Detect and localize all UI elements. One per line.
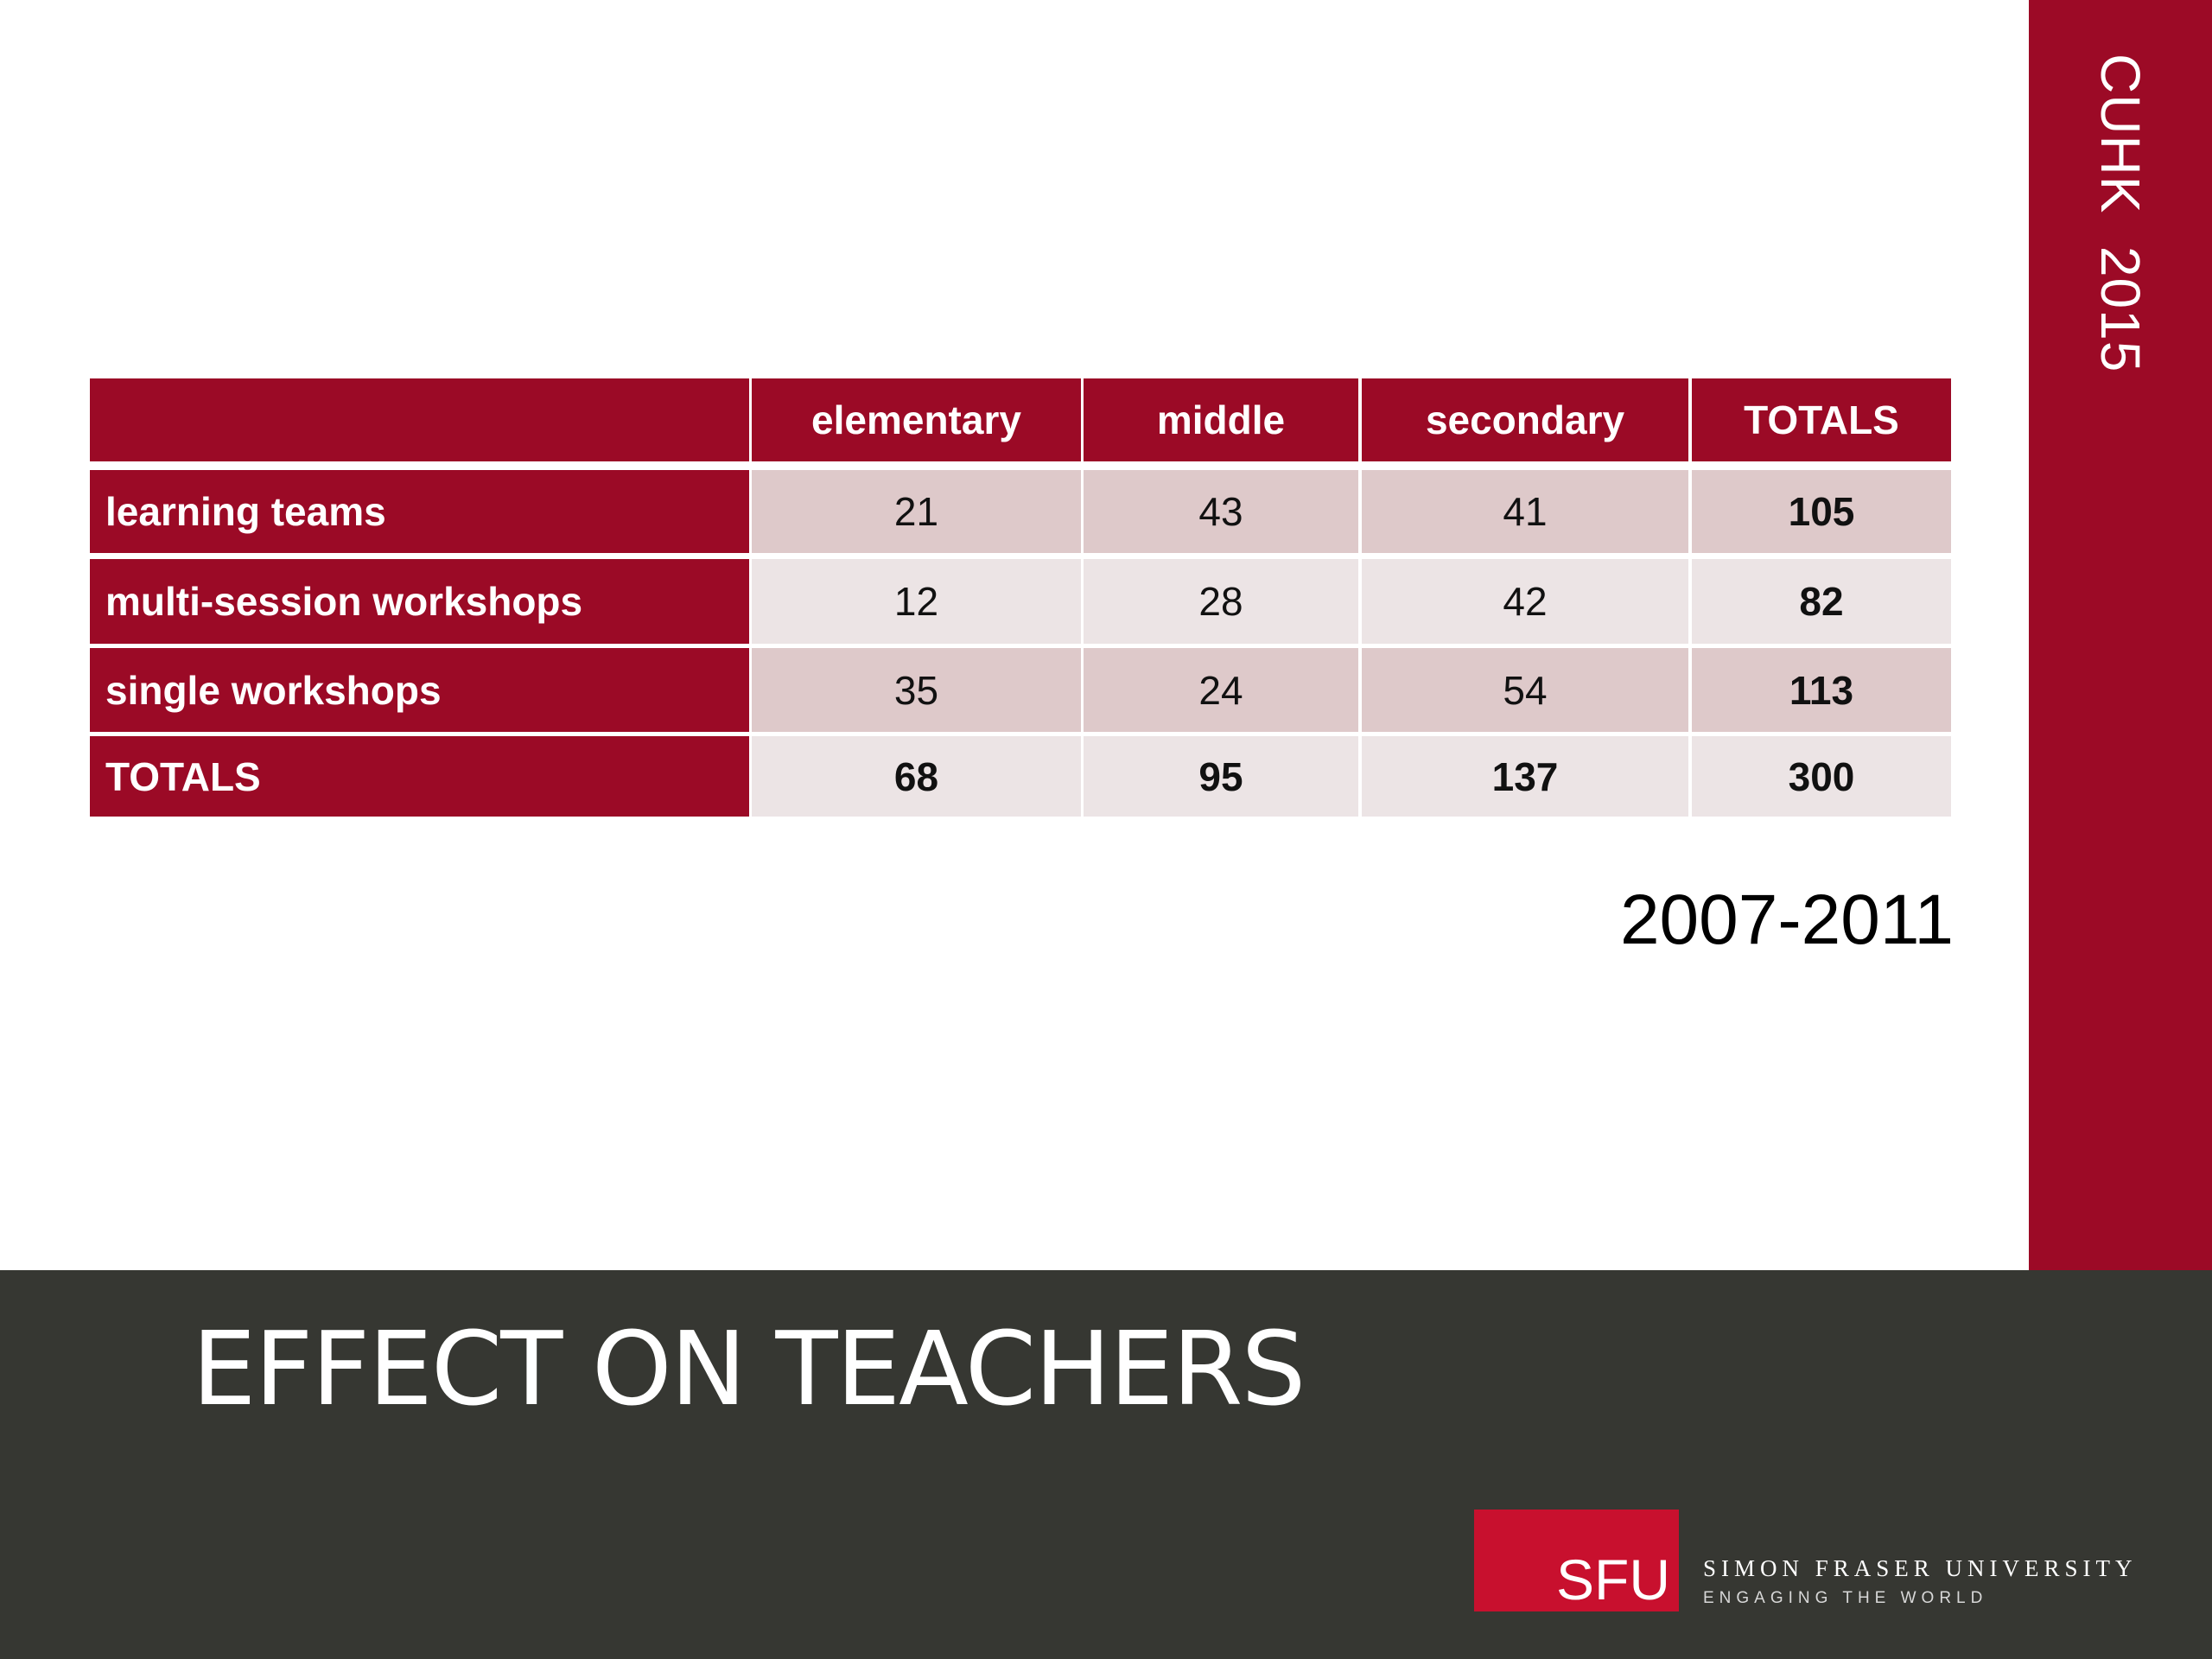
data-cell: 35 <box>752 648 1081 732</box>
side-label-box: CUHK 2015 <box>2029 0 2212 1270</box>
row-label: single workshops <box>90 648 749 732</box>
footer-band <box>0 1270 2212 1659</box>
row-label: learning teams <box>90 470 749 553</box>
data-cell: 95 <box>1084 736 1358 817</box>
data-cell: 42 <box>1362 559 1688 644</box>
logo-mark-box: SFU <box>1474 1547 1679 1612</box>
university-name: SIMON FRASER UNIVERSITY <box>1703 1555 2138 1581</box>
data-cell: 300 <box>1692 736 1951 817</box>
side-bar <box>2029 0 2212 1270</box>
data-cell: 113 <box>1692 648 1951 732</box>
data-cell: 105 <box>1692 470 1951 553</box>
header-cell: middle <box>1084 378 1358 461</box>
header-cell: secondary <box>1362 378 1688 461</box>
data-cell: 12 <box>752 559 1081 644</box>
side-label: CUHK 2015 <box>2089 54 2152 373</box>
data-cell: 41 <box>1362 470 1688 553</box>
year: 2007-2011 <box>1619 880 1954 959</box>
row-label: TOTALS <box>90 736 749 817</box>
data-cell: 82 <box>1692 559 1951 644</box>
data-cell: 54 <box>1362 648 1688 732</box>
data-cell: 137 <box>1362 736 1688 817</box>
tagline: ENGAGING THE WORLD <box>1703 1589 1988 1607</box>
data-cell: 24 <box>1084 648 1358 732</box>
row-label: multi-session workshops <box>90 559 749 644</box>
data-cell: 68 <box>752 736 1081 817</box>
data-cell: 43 <box>1084 470 1358 553</box>
logo-mark: SFU <box>1556 1548 1670 1611</box>
logo-box <box>1474 1510 1679 1611</box>
header-cell <box>90 378 749 461</box>
data-cell: 28 <box>1084 559 1358 644</box>
data-cell: 21 <box>752 470 1081 553</box>
header-cell: TOTALS <box>1692 378 1951 461</box>
header-cell: elementary <box>752 378 1081 461</box>
slide-title: EFFECT ON TEACHERS <box>192 1309 1306 1428</box>
